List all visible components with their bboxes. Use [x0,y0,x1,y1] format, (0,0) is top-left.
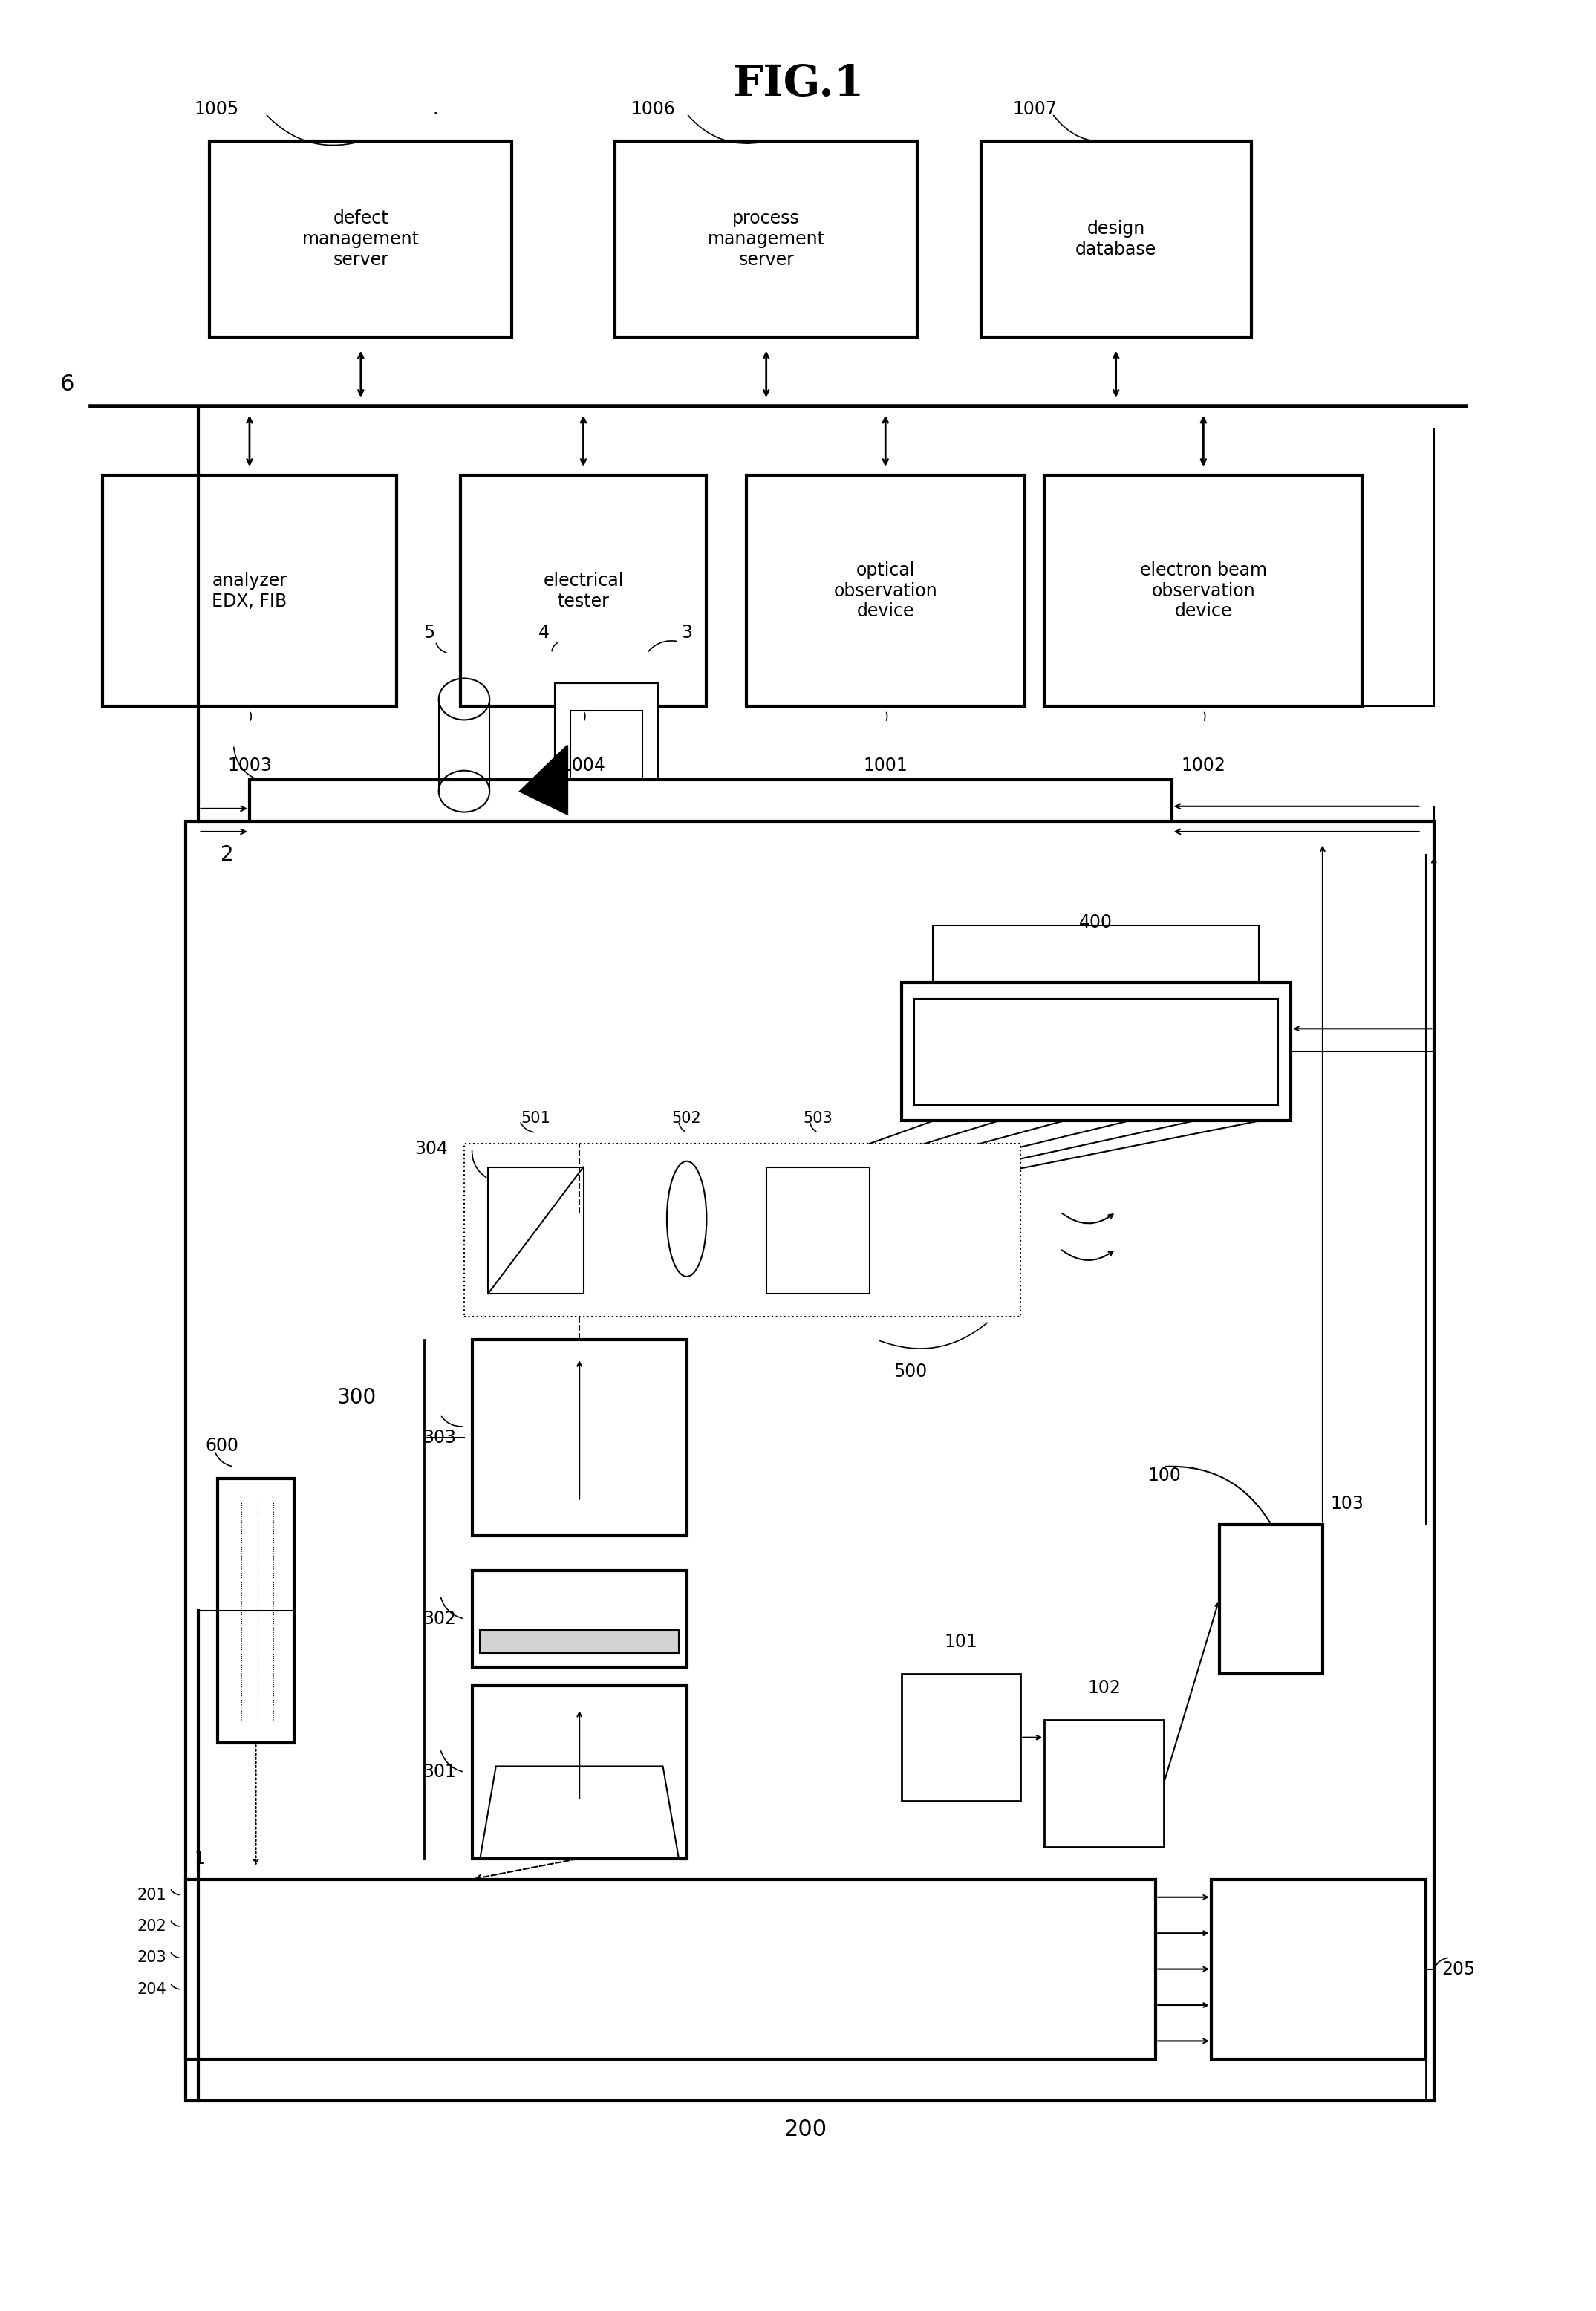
Bar [902,982,1291,1121]
Text: 205: 205 [1441,1960,1475,1978]
Text: optical
observation
device: optical observation device [833,562,937,619]
Text: 1004: 1004 [562,756,605,774]
Text: 5: 5 [423,624,434,642]
Bar [1044,476,1363,707]
Text: 204: 204 [137,1983,168,1997]
Text: 1007: 1007 [1012,99,1057,118]
Bar [902,1673,1020,1800]
Bar [488,1167,584,1294]
Text: 3: 3 [681,624,693,642]
Bar [185,1879,1156,2059]
Text: 600: 600 [204,1437,238,1456]
Bar [571,712,642,802]
Text: FIG.1: FIG.1 [733,62,863,104]
Text: 203: 203 [137,1950,168,1964]
Bar [1211,1879,1425,2059]
Text: 200: 200 [784,2119,828,2140]
Text: 1003: 1003 [227,756,271,774]
Bar [472,1340,686,1537]
Text: 101: 101 [945,1634,978,1650]
Text: 6: 6 [61,374,75,395]
Text: 1002: 1002 [1181,756,1226,774]
Bar [472,1571,686,1666]
Text: 202: 202 [137,1918,168,1934]
Bar [185,820,1433,2101]
Bar [915,998,1278,1105]
Text: design
database: design database [1076,220,1157,259]
Text: .: . [433,99,437,118]
Text: 1006: 1006 [630,99,675,118]
Text: 2: 2 [220,844,233,864]
Bar [102,476,396,707]
Bar [555,684,658,820]
Bar [747,476,1025,707]
Bar [982,141,1251,337]
Text: 201: 201 [137,1888,168,1902]
Text: 300: 300 [337,1387,377,1407]
Polygon shape [520,744,568,813]
Text: defect
management
server: defect management server [302,210,420,268]
Text: 301: 301 [423,1763,456,1782]
Text: 1001: 1001 [863,756,908,774]
Text: electrical
tester: electrical tester [543,571,624,610]
Text: 4: 4 [538,624,549,642]
Text: 503: 503 [803,1112,833,1125]
Text: 100: 100 [1148,1467,1181,1484]
Bar [464,1144,1020,1317]
Text: 102: 102 [1087,1680,1120,1696]
Bar [217,1479,294,1742]
Text: 303: 303 [423,1428,456,1447]
Bar [614,141,918,337]
Bar [1219,1525,1323,1673]
Bar [480,1629,678,1652]
Text: 400: 400 [1079,913,1112,931]
Bar [209,141,512,337]
Text: 103: 103 [1331,1495,1365,1514]
Text: analyzer
EDX, FIB: analyzer EDX, FIB [212,571,287,610]
Text: 1: 1 [193,1849,204,1867]
Bar [472,1685,686,1858]
Bar [766,1167,870,1294]
Text: electron beam
observation
device: electron beam observation device [1140,562,1267,619]
Text: 302: 302 [423,1611,456,1627]
Bar [1044,1719,1163,1846]
Bar [249,779,1171,929]
Text: 304: 304 [415,1139,448,1158]
Text: process
management
server: process management server [707,210,825,268]
Bar [460,476,707,707]
Text: 502: 502 [672,1112,702,1125]
Text: 1005: 1005 [193,99,238,118]
Text: 500: 500 [894,1363,927,1380]
Text: 501: 501 [520,1112,551,1125]
